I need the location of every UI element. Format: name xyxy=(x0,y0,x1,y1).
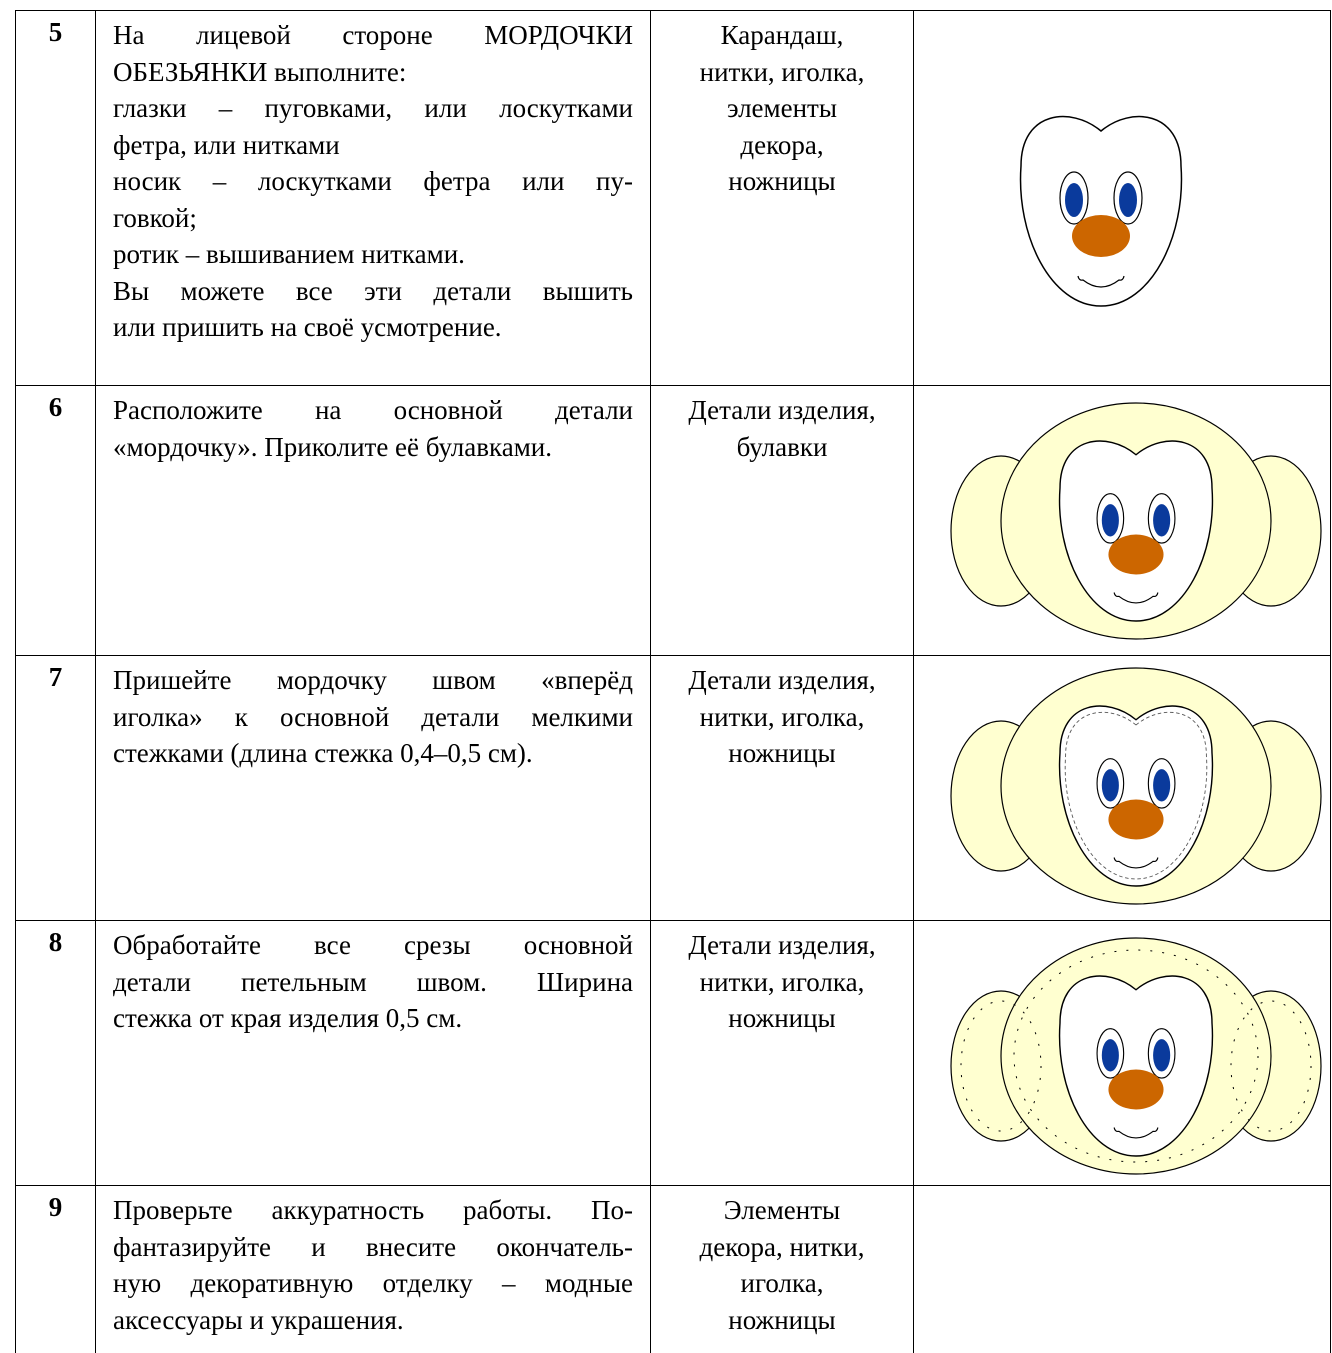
text-line: ную декоративную отделку – модные xyxy=(113,1268,633,1298)
text-line: Обработайте все срезы основной xyxy=(113,930,633,960)
materials-cell: Детали изделия, нитки, иголка, ножницы xyxy=(650,656,913,921)
text-line: иголка» к основной детали мелкими xyxy=(113,701,633,732)
text-line: фантазируйте и внесите окончатель- xyxy=(113,1231,633,1262)
text-line: Карандаш, xyxy=(720,20,844,50)
text-line: детали петельным швом. Ширина xyxy=(113,966,633,997)
text-line: «мордочку». Приколите её булавками. xyxy=(113,431,552,462)
monkey-head xyxy=(950,402,1322,640)
row: 8 Обработайте все срезы основной детали … xyxy=(15,920,1331,1186)
text-line: Элементы xyxy=(723,1195,841,1225)
text-line: Детали изделия, xyxy=(688,665,876,695)
picture-cell xyxy=(913,1186,1331,1353)
text-line: нитки, иголка, xyxy=(699,701,865,732)
materials-cell: Карандаш, нитки, иголка, элементы декора… xyxy=(650,11,913,386)
text-line: носик – лоскутками фетра или пу- xyxy=(113,166,633,196)
text-line: декора, нитки, xyxy=(699,1231,865,1262)
text-line: Вы можете все эти детали вышить xyxy=(113,275,633,306)
text-line: ротик – вышиванием нитками. xyxy=(113,239,465,269)
steps-cell: Пришейте мордочку швом «вперёд иголка» к… xyxy=(95,656,650,921)
text-line: или пришить на своё усмотрение. xyxy=(113,312,502,342)
materials-cell: Детали изделия, булавки xyxy=(650,386,913,656)
text-line: Детали изделия, xyxy=(688,395,876,425)
step-number: 9 xyxy=(15,1186,95,1353)
text-line: фетра, или нитками xyxy=(113,129,340,160)
text-line: элементы xyxy=(726,93,838,123)
text-line: Проверьте аккуратность работы. По- xyxy=(113,1195,633,1225)
picture-cell xyxy=(913,921,1331,1186)
text-line: аксессуары и украшения. xyxy=(113,1304,404,1335)
steps-cell: Проверьте аккуратность работы. По- фанта… xyxy=(95,1186,650,1353)
row: 6 Расположите на основной детали «мордоч… xyxy=(15,385,1331,656)
monkey-face xyxy=(1019,115,1183,307)
text-line: На лицевой стороне МОРДОЧКИ xyxy=(113,20,633,50)
steps-cell: Расположите на основной детали «мордочку… xyxy=(95,386,650,656)
text-line: ножницы xyxy=(728,166,836,196)
picture-cell xyxy=(913,386,1331,656)
steps-cell: Обработайте все срезы основной детали пе… xyxy=(95,921,650,1186)
text-line: иголка, xyxy=(740,1268,824,1298)
materials-cell: Элементы декора, нитки, иголка, ножницы xyxy=(650,1186,913,1353)
text-line: декора, xyxy=(740,129,824,160)
steps-cell: На лицевой стороне МОРДОЧКИ ОБЕЗЬЯНКИ вы… xyxy=(95,11,650,386)
picture-cell xyxy=(913,11,1331,386)
text-line: ножницы xyxy=(728,738,836,768)
monkey-head-stitched xyxy=(950,667,1322,905)
picture-cell xyxy=(913,656,1331,921)
text-line: ножницы xyxy=(728,1003,836,1033)
step-number: 8 xyxy=(15,921,95,1186)
text-line: ножницы xyxy=(728,1304,836,1335)
text-line: стежками (длина стежка 0,4–0,5 см). xyxy=(113,738,533,768)
text-line: нитки, иголка, xyxy=(699,966,865,997)
text-line: булавки xyxy=(736,431,828,462)
text-line: Детали изделия, xyxy=(688,930,876,960)
monkey-head-blanket-stitch xyxy=(950,937,1322,1175)
text-line: стежка от края изделия 0,5 см. xyxy=(113,1003,463,1033)
row: 5 На лицевой стороне МОРДОЧКИ ОБЕЗЬЯНКИ … xyxy=(15,10,1331,386)
text-line: говкой; xyxy=(113,202,197,233)
text-line: нитки, иголка, xyxy=(699,56,865,87)
row: 7 Пришейте мордочку швом «вперёд иголка»… xyxy=(15,655,1331,921)
text-line: Расположите на основной детали xyxy=(113,395,633,425)
row: 9 Проверьте аккуратность работы. По- фан… xyxy=(15,1185,1331,1353)
step-number: 5 xyxy=(15,11,95,386)
step-number: 7 xyxy=(15,656,95,921)
text-line: ОБЕЗЬЯНКИ выполните: xyxy=(113,56,407,87)
text-line: Пришейте мордочку швом «вперёд xyxy=(113,665,633,695)
step-number: 6 xyxy=(15,386,95,656)
materials-cell: Детали изделия, нитки, иголка, ножницы xyxy=(650,921,913,1186)
text-line: глазки – пуговками, или лоскутками xyxy=(113,93,633,123)
